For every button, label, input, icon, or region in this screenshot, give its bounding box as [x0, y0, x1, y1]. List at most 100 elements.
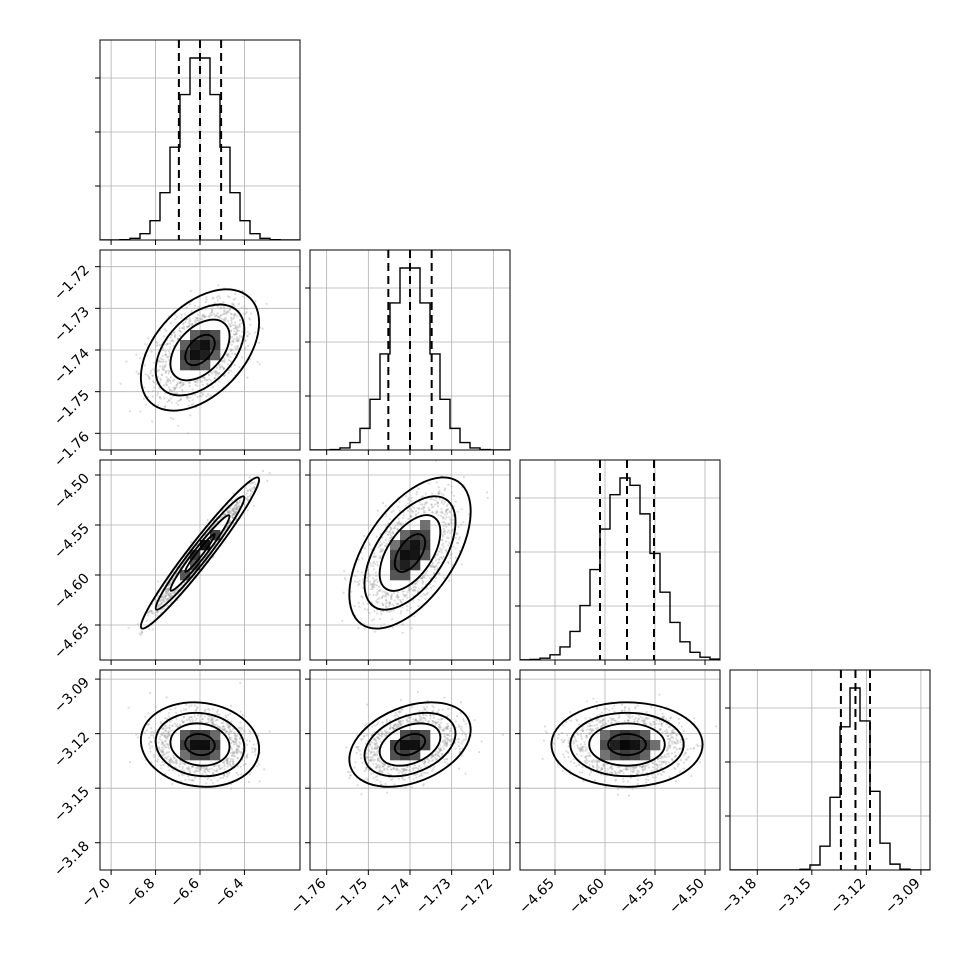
sample-point: [188, 381, 191, 384]
sample-point: [222, 728, 225, 731]
sample-point: [172, 754, 175, 757]
sample-point: [147, 723, 150, 727]
sample-point: [169, 733, 172, 736]
sample-point: [582, 748, 585, 751]
sample-point: [372, 568, 375, 571]
sample-point: [365, 768, 368, 771]
sample-point: [195, 317, 198, 320]
sample-point: [230, 335, 233, 339]
sample-point: [585, 700, 589, 703]
sample-point: [246, 376, 249, 379]
sample-point: [163, 599, 166, 602]
sample-point: [373, 753, 376, 756]
sample-point: [583, 743, 587, 746]
density-bin: [200, 340, 211, 351]
sample-point: [159, 360, 162, 363]
sample-point: [581, 729, 584, 733]
sample-point: [379, 734, 383, 737]
sample-point: [635, 765, 638, 769]
sample-point: [206, 378, 209, 381]
density-bin: [620, 740, 631, 751]
sample-point: [201, 772, 204, 776]
sample-point: [670, 735, 674, 738]
sample-point: [460, 727, 463, 731]
sample-point: [367, 749, 370, 752]
sample-point: [157, 360, 161, 363]
sample-point: [647, 763, 650, 766]
sample-point: [567, 751, 570, 754]
sample-point: [206, 768, 209, 771]
sample-point: [434, 503, 437, 506]
sample-point: [385, 530, 388, 533]
sample-point: [245, 743, 248, 747]
sample-point: [167, 588, 170, 591]
density-bin: [400, 560, 411, 571]
sample-point: [178, 329, 181, 332]
sample-point: [667, 735, 670, 738]
sample-point: [450, 529, 453, 532]
sample-point: [589, 727, 592, 730]
sample-point: [205, 773, 208, 776]
sample-point: [427, 761, 430, 764]
sample-point: [158, 603, 161, 606]
sample-point: [442, 503, 445, 506]
sample-point: [365, 756, 368, 759]
sample-point: [355, 746, 358, 749]
sample-point: [368, 749, 371, 752]
sample-point: [678, 747, 681, 750]
sample-point: [234, 734, 237, 737]
sample-point: [174, 711, 178, 714]
sample-point: [409, 585, 412, 589]
sample-point: [666, 753, 669, 756]
sample-point: [442, 527, 445, 530]
sample-point: [187, 766, 190, 769]
sample-point: [159, 748, 162, 751]
sample-point: [380, 543, 383, 546]
sample-point: [386, 791, 389, 794]
sample-point: [665, 755, 668, 759]
sample-point: [462, 718, 465, 721]
sample-point: [177, 725, 180, 728]
sample-point: [224, 316, 227, 319]
sample-point: [653, 717, 656, 720]
sample-point: [596, 768, 599, 771]
sample-point: [578, 763, 581, 767]
sample-point: [421, 577, 424, 580]
sample-point: [627, 709, 631, 712]
sample-point: [182, 383, 185, 386]
sample-point: [207, 718, 210, 721]
sample-point: [415, 493, 418, 496]
sample-point: [602, 763, 605, 767]
sample-point: [156, 404, 160, 407]
sample-point: [435, 481, 438, 484]
sample-point: [610, 721, 613, 725]
sample-point: [616, 787, 619, 791]
sample-point: [634, 707, 637, 710]
density-bin: [420, 740, 431, 751]
sample-point: [236, 329, 239, 333]
sample-point: [656, 773, 659, 776]
sample-point: [580, 754, 583, 757]
sample-point: [231, 765, 234, 768]
sample-point: [233, 314, 236, 317]
sample-point: [422, 706, 425, 709]
sample-point: [228, 760, 231, 764]
sample-point: [236, 745, 239, 748]
histogram-panel: [95, 39, 301, 245]
sample-point: [168, 355, 171, 358]
sample-point: [166, 726, 169, 729]
sample-point: [221, 776, 224, 780]
sample-point: [375, 594, 378, 597]
sample-point: [249, 482, 252, 485]
sample-point: [371, 750, 374, 754]
sample-point: [582, 779, 585, 783]
sample-point: [184, 320, 187, 324]
sample-point: [150, 609, 153, 612]
sample-point: [392, 727, 395, 731]
sample-point: [397, 710, 400, 713]
sample-point: [385, 731, 388, 735]
sample-point: [580, 748, 583, 751]
sample-point: [218, 365, 221, 369]
sample-point: [152, 753, 156, 757]
sample-point: [222, 725, 225, 728]
